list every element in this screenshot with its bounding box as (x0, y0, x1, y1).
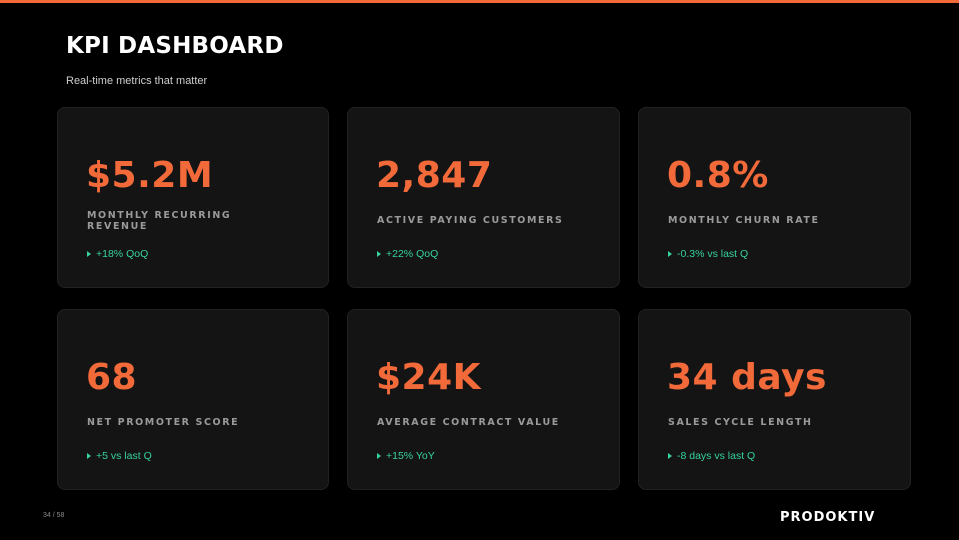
kpi-card-mrr: $5.2M MONTHLY RECURRING REVENUE +18% QoQ (57, 107, 329, 288)
kpi-change: +15% YoY (377, 450, 435, 462)
kpi-change-text: -8 days vs last Q (677, 450, 756, 462)
kpi-value: 68 (86, 357, 138, 398)
kpi-change-text: +5 vs last Q (96, 450, 152, 462)
brand-logo: PRODOKTIV (780, 510, 876, 525)
kpi-label: ACTIVE PAYING CUSTOMERS (377, 215, 564, 226)
kpi-change: +5 vs last Q (87, 450, 152, 462)
kpi-change-text: +22% QoQ (386, 248, 439, 260)
kpi-value: $24K (376, 357, 482, 398)
kpi-label: AVERAGE CONTRACT VALUE (377, 417, 560, 428)
kpi-label: SALES CYCLE LENGTH (668, 417, 813, 428)
top-accent-bar (0, 0, 959, 3)
page-title: KPI DASHBOARD (66, 33, 284, 59)
kpi-change: -0.3% vs last Q (668, 248, 748, 260)
kpi-change-text: +15% YoY (386, 450, 435, 462)
kpi-value: 0.8% (667, 155, 769, 196)
kpi-value: 34 days (667, 357, 827, 398)
caret-right-icon (87, 453, 91, 459)
kpi-card-customers: 2,847 ACTIVE PAYING CUSTOMERS +22% QoQ (347, 107, 620, 288)
kpi-card-churn: 0.8% MONTHLY CHURN RATE -0.3% vs last Q (638, 107, 911, 288)
kpi-value: $5.2M (86, 155, 214, 196)
page-subtitle: Real-time metrics that matter (66, 75, 208, 87)
kpi-label: MONTHLY RECURRING REVENUE (87, 210, 232, 232)
kpi-change-text: -0.3% vs last Q (677, 248, 749, 260)
caret-right-icon (377, 453, 381, 459)
kpi-card-acv: $24K AVERAGE CONTRACT VALUE +15% YoY (347, 309, 620, 490)
page-number: 34 / 58 (43, 512, 65, 519)
kpi-value: 2,847 (376, 155, 493, 196)
kpi-change: -8 days vs last Q (668, 450, 755, 462)
kpi-card-sales-cycle: 34 days SALES CYCLE LENGTH -8 days vs la… (638, 309, 911, 490)
kpi-label: NET PROMOTER SCORE (87, 417, 240, 428)
caret-right-icon (87, 251, 91, 257)
kpi-label: MONTHLY CHURN RATE (668, 215, 820, 226)
caret-right-icon (668, 453, 672, 459)
kpi-change-text: +18% QoQ (96, 248, 149, 260)
kpi-change: +18% QoQ (87, 248, 148, 260)
kpi-grid: $5.2M MONTHLY RECURRING REVENUE +18% QoQ… (57, 107, 911, 490)
kpi-change: +22% QoQ (377, 248, 438, 260)
caret-right-icon (377, 251, 381, 257)
caret-right-icon (668, 251, 672, 257)
kpi-card-nps: 68 NET PROMOTER SCORE +5 vs last Q (57, 309, 329, 490)
